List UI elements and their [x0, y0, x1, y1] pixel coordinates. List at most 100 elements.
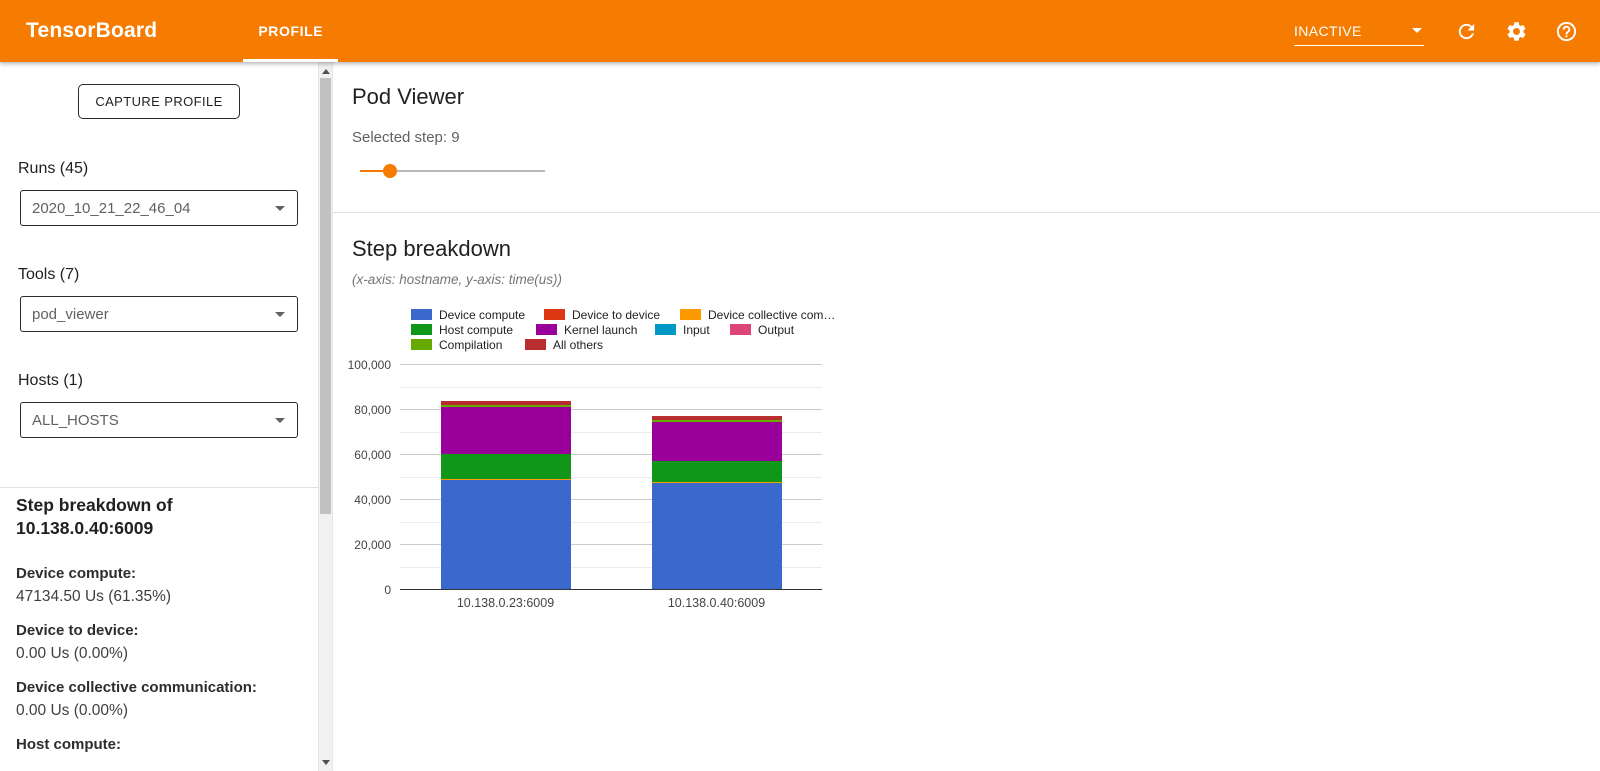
bar-segment-host-compute[interactable] [651, 460, 782, 483]
bar-segment-device-compute[interactable] [651, 482, 782, 589]
bar-segment-all-others[interactable] [440, 401, 571, 405]
legend-swatch [411, 324, 432, 335]
runs-dropdown-value: 2020_10_21_22_46_04 [32, 199, 191, 217]
sidebar-divider [0, 487, 318, 488]
scrollbar-thumb[interactable] [320, 78, 331, 514]
minor-gridline [400, 476, 822, 478]
legend-item-output[interactable]: Output [730, 323, 794, 337]
legend-swatch [655, 324, 676, 335]
legend-item-device-compute[interactable]: Device compute [411, 308, 544, 322]
detail-label: Host compute: [16, 736, 121, 753]
detail-value: 0.00 Us (0.00%) [16, 645, 128, 662]
y-axis-tick-label: 0 [384, 583, 391, 597]
detail-value: 0.00 Us (0.00%) [16, 702, 128, 719]
step-breakdown-details: Step breakdown of 10.138.0.40:6009 Devic… [16, 494, 308, 767]
x-axis-line [400, 589, 822, 590]
bar-segment-device-collective-com-[interactable] [651, 482, 782, 483]
detail-item: Device collective communication: 0.00 Us… [16, 676, 308, 722]
settings-button[interactable] [1504, 19, 1528, 43]
step-breakdown-chart: 0 20,000 40,000 60,000 80,000 100,000 10.138.0… [348, 358, 822, 610]
app-logo: TensorBoard [26, 19, 158, 42]
detail-item: Device to device: 0.00 Us (0.00%) [16, 619, 308, 665]
bar-segment-all-others[interactable] [651, 416, 782, 420]
main-panel: Pod Viewer Selected step: 9 Step breakdo… [333, 62, 1600, 771]
chevron-down-icon [275, 205, 285, 211]
status-dropdown[interactable]: INACTIVE [1294, 16, 1424, 46]
step-slider[interactable] [360, 164, 545, 178]
step-breakdown-title: Step breakdown [352, 236, 511, 261]
y-axis-tick-label: 80,000 [354, 403, 391, 417]
legend-item-all-others[interactable]: All others [525, 338, 603, 352]
stacked-bar-10.138.0.23:6009[interactable] [440, 364, 571, 589]
section-divider [333, 212, 1600, 213]
help-icon [1556, 21, 1576, 41]
tools-label: Tools (7) [18, 266, 80, 283]
legend-row: Device compute Device to device Device col… [411, 307, 841, 322]
step-breakdown-subtitle: (x-axis: hostname, y-axis: time(us)) [352, 272, 563, 287]
stacked-bar-10.138.0.40:6009[interactable] [651, 364, 782, 589]
details-title: Step breakdown of 10.138.0.40:6009 [16, 495, 173, 538]
legend-swatch [536, 324, 557, 335]
detail-item: Host compute: [16, 733, 308, 756]
legend-item-device-to-device[interactable]: Device to device [544, 308, 680, 322]
x-axis-tick-label: 10.138.0.40:6009 [667, 596, 766, 610]
legend-item-input[interactable]: Input [655, 323, 730, 337]
chart-legend: Device compute Device to device Device col… [411, 307, 841, 352]
sidebar: CAPTURE PROFILE Runs (45) 2020_10_21_22_… [0, 62, 318, 771]
bar-segment-compilation[interactable] [651, 419, 782, 422]
reload-button[interactable] [1454, 19, 1478, 43]
minor-gridline [400, 431, 822, 433]
legend-label: Output [758, 322, 795, 337]
major-gridline [400, 409, 822, 410]
bar-segment-kernel-launch[interactable] [651, 422, 782, 461]
bar-segment-compilation[interactable] [440, 404, 571, 408]
triangle-down-icon [321, 759, 330, 765]
runs-label: Runs (45) [18, 160, 89, 177]
tab-profile[interactable]: PROFILE [243, 0, 339, 62]
legend-label: Device to device [572, 307, 661, 322]
tools-dropdown[interactable]: pod_viewer [20, 296, 298, 332]
minor-gridline [400, 566, 822, 568]
hosts-dropdown[interactable]: ALL_HOSTS [20, 402, 298, 438]
status-dropdown-value: INACTIVE [1294, 22, 1362, 39]
scrollbar-down-arrow[interactable] [319, 755, 332, 769]
chevron-down-icon [275, 311, 285, 317]
hosts-dropdown-value: ALL_HOSTS [32, 411, 119, 429]
y-axis-tick-label: 100,000 [347, 358, 391, 372]
capture-profile-button[interactable]: CAPTURE PROFILE [78, 84, 240, 119]
legend-label: Host compute [439, 322, 514, 337]
legend-label: Device compute [439, 307, 526, 322]
bar-segment-device-collective-com-[interactable] [440, 479, 571, 481]
detail-item: Device compute: 47134.50 Us (61.35%) [16, 562, 308, 608]
slider-thumb[interactable] [382, 164, 397, 178]
sidebar-scrollbar[interactable] [318, 62, 333, 771]
bar-segment-host-compute[interactable] [440, 454, 571, 480]
scrollbar-up-arrow[interactable] [319, 64, 332, 78]
legend-swatch [544, 309, 565, 320]
slider-fill [360, 170, 390, 172]
slider-track[interactable] [360, 170, 545, 172]
legend-item-kernel-launch[interactable]: Kernel launch [536, 323, 655, 337]
page-body: CAPTURE PROFILE Runs (45) 2020_10_21_22_… [0, 62, 1600, 771]
legend-swatch [680, 309, 701, 320]
bar-segment-kernel-launch[interactable] [440, 407, 571, 454]
app-header: TensorBoard PROFILE INACTIVE [0, 0, 1600, 62]
help-button[interactable] [1554, 19, 1578, 43]
legend-swatch [411, 339, 432, 350]
detail-label: Device collective communication: [16, 679, 257, 696]
bar-segment-device-compute[interactable] [440, 480, 571, 589]
runs-dropdown[interactable]: 2020_10_21_22_46_04 [20, 190, 298, 226]
tab-profile-label: PROFILE [258, 23, 324, 39]
legend-item-host-compute[interactable]: Host compute [411, 323, 536, 337]
tools-dropdown-value: pod_viewer [32, 305, 109, 323]
legend-item-compilation[interactable]: Compilation [411, 338, 525, 352]
legend-swatch [730, 324, 751, 335]
detail-value: 47134.50 Us (61.35%) [16, 588, 172, 605]
legend-label: Input [683, 322, 710, 337]
pod-viewer-title: Pod Viewer [352, 84, 465, 109]
legend-item-device-collective-com-[interactable]: Device collective com… [680, 308, 835, 322]
y-axis-tick-label: 20,000 [354, 538, 391, 552]
gear-icon [1507, 21, 1525, 41]
x-axis-tick-label: 10.138.0.23:6009 [456, 596, 555, 610]
legend-label: All others [553, 337, 604, 352]
